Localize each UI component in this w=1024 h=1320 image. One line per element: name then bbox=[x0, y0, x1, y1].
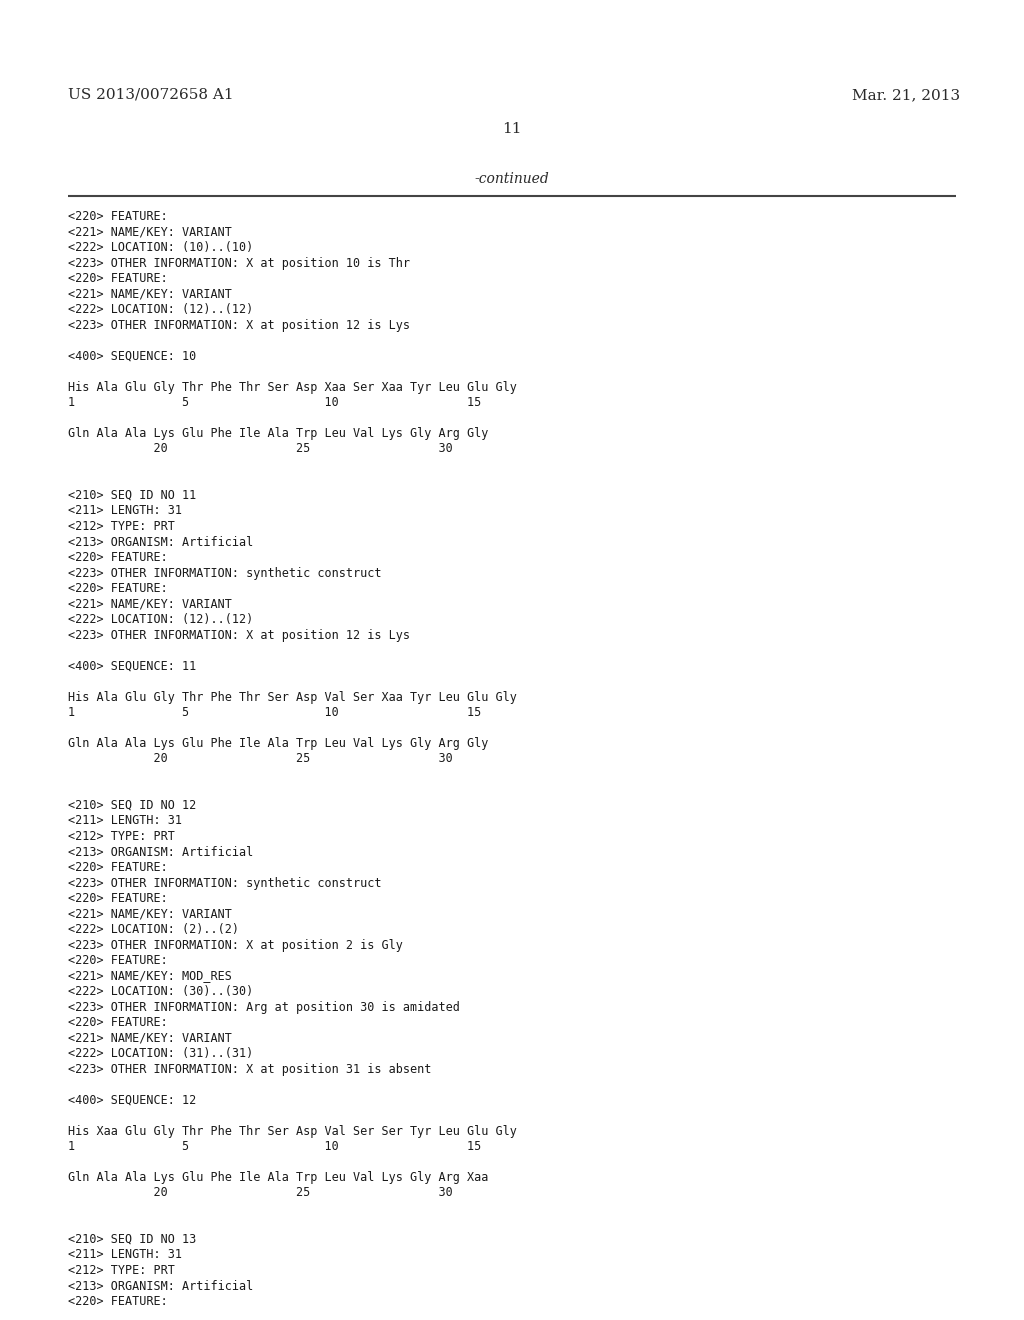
Text: <211> LENGTH: 31: <211> LENGTH: 31 bbox=[68, 504, 182, 517]
Text: 1               5                   10                  15: 1 5 10 15 bbox=[68, 396, 481, 409]
Text: His Xaa Glu Gly Thr Phe Thr Ser Asp Val Ser Ser Tyr Leu Glu Gly: His Xaa Glu Gly Thr Phe Thr Ser Asp Val … bbox=[68, 1125, 517, 1138]
Text: 20                  25                  30: 20 25 30 bbox=[68, 442, 453, 455]
Text: <220> FEATURE:: <220> FEATURE: bbox=[68, 1016, 168, 1030]
Text: <212> TYPE: PRT: <212> TYPE: PRT bbox=[68, 1265, 175, 1276]
Text: <223> OTHER INFORMATION: X at position 2 is Gly: <223> OTHER INFORMATION: X at position 2… bbox=[68, 939, 402, 952]
Text: <400> SEQUENCE: 12: <400> SEQUENCE: 12 bbox=[68, 1093, 197, 1106]
Text: <220> FEATURE:: <220> FEATURE: bbox=[68, 892, 168, 906]
Text: 1               5                   10                  15: 1 5 10 15 bbox=[68, 1140, 481, 1152]
Text: Gln Ala Ala Lys Glu Phe Ile Ala Trp Leu Val Lys Gly Arg Gly: Gln Ala Ala Lys Glu Phe Ile Ala Trp Leu … bbox=[68, 426, 488, 440]
Text: 20                  25                  30: 20 25 30 bbox=[68, 752, 453, 766]
Text: <221> NAME/KEY: VARIANT: <221> NAME/KEY: VARIANT bbox=[68, 1031, 231, 1044]
Text: <222> LOCATION: (12)..(12): <222> LOCATION: (12)..(12) bbox=[68, 612, 253, 626]
Text: <212> TYPE: PRT: <212> TYPE: PRT bbox=[68, 520, 175, 533]
Text: <211> LENGTH: 31: <211> LENGTH: 31 bbox=[68, 1249, 182, 1262]
Text: <223> OTHER INFORMATION: synthetic construct: <223> OTHER INFORMATION: synthetic const… bbox=[68, 876, 382, 890]
Text: <400> SEQUENCE: 10: <400> SEQUENCE: 10 bbox=[68, 350, 197, 363]
Text: His Ala Glu Gly Thr Phe Thr Ser Asp Val Ser Xaa Tyr Leu Glu Gly: His Ala Glu Gly Thr Phe Thr Ser Asp Val … bbox=[68, 690, 517, 704]
Text: <223> OTHER INFORMATION: X at position 10 is Thr: <223> OTHER INFORMATION: X at position 1… bbox=[68, 256, 410, 269]
Text: <221> NAME/KEY: VARIANT: <221> NAME/KEY: VARIANT bbox=[68, 288, 231, 301]
Text: <212> TYPE: PRT: <212> TYPE: PRT bbox=[68, 830, 175, 843]
Text: 1               5                   10                  15: 1 5 10 15 bbox=[68, 706, 481, 719]
Text: <220> FEATURE:: <220> FEATURE: bbox=[68, 954, 168, 968]
Text: -continued: -continued bbox=[475, 172, 549, 186]
Text: <220> FEATURE:: <220> FEATURE: bbox=[68, 550, 168, 564]
Text: <222> LOCATION: (2)..(2): <222> LOCATION: (2)..(2) bbox=[68, 923, 239, 936]
Text: <220> FEATURE:: <220> FEATURE: bbox=[68, 1295, 168, 1308]
Text: <220> FEATURE:: <220> FEATURE: bbox=[68, 272, 168, 285]
Text: <222> LOCATION: (10)..(10): <222> LOCATION: (10)..(10) bbox=[68, 242, 253, 253]
Text: <223> OTHER INFORMATION: X at position 12 is Lys: <223> OTHER INFORMATION: X at position 1… bbox=[68, 318, 410, 331]
Text: <213> ORGANISM: Artificial: <213> ORGANISM: Artificial bbox=[68, 1279, 253, 1292]
Text: <210> SEQ ID NO 13: <210> SEQ ID NO 13 bbox=[68, 1233, 197, 1246]
Text: <223> OTHER INFORMATION: synthetic construct: <223> OTHER INFORMATION: synthetic const… bbox=[68, 566, 382, 579]
Text: <222> LOCATION: (30)..(30): <222> LOCATION: (30)..(30) bbox=[68, 985, 253, 998]
Text: <220> FEATURE:: <220> FEATURE: bbox=[68, 861, 168, 874]
Text: 11: 11 bbox=[502, 121, 522, 136]
Text: <223> OTHER INFORMATION: X at position 12 is Lys: <223> OTHER INFORMATION: X at position 1… bbox=[68, 628, 410, 642]
Text: <210> SEQ ID NO 12: <210> SEQ ID NO 12 bbox=[68, 799, 197, 812]
Text: <222> LOCATION: (31)..(31): <222> LOCATION: (31)..(31) bbox=[68, 1047, 253, 1060]
Text: <222> LOCATION: (12)..(12): <222> LOCATION: (12)..(12) bbox=[68, 304, 253, 315]
Text: <221> NAME/KEY: VARIANT: <221> NAME/KEY: VARIANT bbox=[68, 908, 231, 920]
Text: <213> ORGANISM: Artificial: <213> ORGANISM: Artificial bbox=[68, 846, 253, 858]
Text: <220> FEATURE:: <220> FEATURE: bbox=[68, 582, 168, 595]
Text: Gln Ala Ala Lys Glu Phe Ile Ala Trp Leu Val Lys Gly Arg Xaa: Gln Ala Ala Lys Glu Phe Ile Ala Trp Leu … bbox=[68, 1171, 488, 1184]
Text: <221> NAME/KEY: VARIANT: <221> NAME/KEY: VARIANT bbox=[68, 598, 231, 610]
Text: <211> LENGTH: 31: <211> LENGTH: 31 bbox=[68, 814, 182, 828]
Text: 20                  25                  30: 20 25 30 bbox=[68, 1187, 453, 1200]
Text: <223> OTHER INFORMATION: Arg at position 30 is amidated: <223> OTHER INFORMATION: Arg at position… bbox=[68, 1001, 460, 1014]
Text: <223> OTHER INFORMATION: X at position 31 is absent: <223> OTHER INFORMATION: X at position 3… bbox=[68, 1063, 431, 1076]
Text: His Ala Glu Gly Thr Phe Thr Ser Asp Xaa Ser Xaa Tyr Leu Glu Gly: His Ala Glu Gly Thr Phe Thr Ser Asp Xaa … bbox=[68, 380, 517, 393]
Text: Mar. 21, 2013: Mar. 21, 2013 bbox=[852, 88, 961, 102]
Text: Gln Ala Ala Lys Glu Phe Ile Ala Trp Leu Val Lys Gly Arg Gly: Gln Ala Ala Lys Glu Phe Ile Ala Trp Leu … bbox=[68, 737, 488, 750]
Text: <213> ORGANISM: Artificial: <213> ORGANISM: Artificial bbox=[68, 536, 253, 549]
Text: US 2013/0072658 A1: US 2013/0072658 A1 bbox=[68, 88, 233, 102]
Text: <221> NAME/KEY: VARIANT: <221> NAME/KEY: VARIANT bbox=[68, 226, 231, 239]
Text: <220> FEATURE:: <220> FEATURE: bbox=[68, 210, 168, 223]
Text: <221> NAME/KEY: MOD_RES: <221> NAME/KEY: MOD_RES bbox=[68, 969, 231, 982]
Text: <210> SEQ ID NO 11: <210> SEQ ID NO 11 bbox=[68, 488, 197, 502]
Text: <400> SEQUENCE: 11: <400> SEQUENCE: 11 bbox=[68, 660, 197, 672]
